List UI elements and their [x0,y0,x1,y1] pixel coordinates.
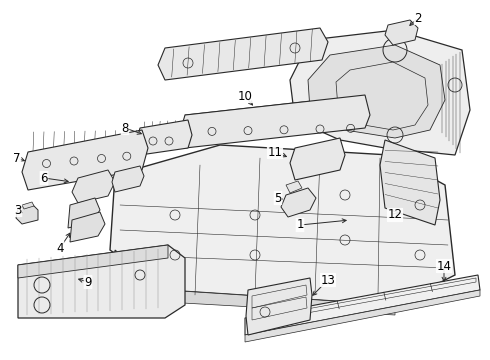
Text: 1: 1 [296,219,304,231]
Polygon shape [22,130,148,190]
Polygon shape [158,28,328,80]
Text: 3: 3 [14,203,22,216]
Polygon shape [180,95,370,148]
Text: 7: 7 [13,152,21,165]
Text: 10: 10 [238,90,252,103]
Polygon shape [245,290,480,342]
Text: 11: 11 [268,145,283,158]
Polygon shape [246,278,312,335]
Polygon shape [115,250,165,305]
Polygon shape [286,181,302,193]
Polygon shape [68,198,100,228]
Polygon shape [136,120,192,155]
Polygon shape [290,138,345,180]
Polygon shape [290,30,470,155]
Polygon shape [245,275,480,335]
Polygon shape [110,145,455,305]
Polygon shape [18,245,185,318]
Text: 12: 12 [388,208,402,221]
Text: 2: 2 [414,12,422,24]
Text: 6: 6 [40,171,48,184]
Polygon shape [281,188,316,217]
Polygon shape [112,166,144,192]
Text: 5: 5 [274,192,282,204]
Text: 9: 9 [84,275,92,288]
Polygon shape [22,202,34,209]
Text: 13: 13 [320,274,336,287]
Polygon shape [16,204,38,224]
Polygon shape [18,245,168,278]
Text: 4: 4 [56,242,64,255]
Text: 14: 14 [437,260,451,273]
Polygon shape [165,290,395,315]
Polygon shape [72,170,115,203]
Text: 8: 8 [122,122,129,135]
Polygon shape [70,212,105,242]
Polygon shape [385,20,418,45]
Polygon shape [308,45,445,138]
Polygon shape [380,140,440,225]
